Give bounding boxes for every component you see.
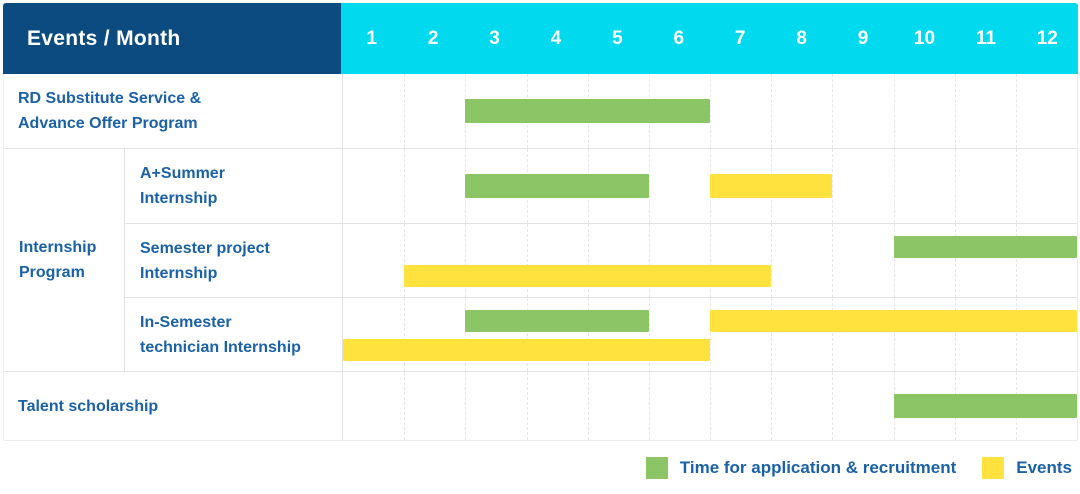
month-grid-cell [404, 149, 465, 223]
legend-label-application: Time for application & recruitment [679, 458, 957, 477]
month-grid [342, 298, 1077, 371]
month-grid-cell [465, 298, 526, 371]
month-grid [342, 372, 1077, 440]
table-header: Events / Month 1 2 3 4 5 6 7 8 9 10 11 12 [3, 3, 1078, 74]
month-grid-cell [404, 298, 465, 371]
month-grid-cell [893, 149, 955, 223]
month-grid-cell [343, 149, 404, 223]
legend-swatch-application-green [645, 457, 668, 479]
month-grid-cell [1015, 74, 1077, 148]
month-grid-cell [954, 149, 1016, 223]
month-grid [342, 224, 1077, 297]
table-body: RD Substitute Service & Advance Offer Pr… [4, 74, 1077, 440]
month-header-cell: 7 [734, 27, 746, 49]
month-grid-cell [954, 298, 1016, 371]
month-header-cell: 2 [427, 27, 439, 49]
month-grid-cell [343, 224, 404, 297]
group-label: Internship Program [4, 149, 125, 371]
month-header-cell: 9 [857, 27, 869, 49]
month-grid-cell [526, 224, 588, 297]
month-grid-cell [587, 298, 649, 371]
month-grid-cell [893, 74, 955, 148]
month-grid-cell [710, 74, 771, 148]
table-row: RD Substitute Service & Advance Offer Pr… [4, 74, 1077, 148]
month-header-cell: 11 [975, 27, 996, 49]
month-grid [342, 149, 1077, 223]
schedule-table: Events / Month 1 2 3 4 5 6 7 8 9 10 11 12 RD Substi… [3, 3, 1078, 441]
month-grid-cell [526, 372, 588, 440]
month-grid-cell [587, 372, 649, 440]
month-header-cell: 12 [1036, 27, 1058, 49]
month-grid-cell [954, 224, 1016, 297]
group-rows: A+Summer Internship Semester project Inte… [125, 149, 1077, 371]
legend: Time for application & recruitment Event… [0, 457, 1080, 479]
month-grid-cell [343, 372, 404, 440]
table-row: A+Summer Internship [125, 149, 1077, 223]
legend-swatch-events-yellow [982, 457, 1005, 479]
month-header-cell: 5 [612, 27, 623, 49]
month-grid-cell [893, 224, 955, 297]
month-grid-cell [465, 224, 526, 297]
legend-label-events: Events [1016, 458, 1072, 477]
month-grid-cell [404, 372, 465, 440]
bar-application [893, 394, 1077, 418]
month-grid-cell [1015, 149, 1077, 223]
month-header-cell: 3 [489, 27, 500, 49]
month-grid-cell [587, 224, 649, 297]
month-grid-cell [1015, 224, 1077, 297]
bar-event [710, 309, 1077, 332]
month-grid-cell [648, 298, 710, 371]
month-grid-cell [648, 372, 710, 440]
month-grid-cell [648, 149, 710, 223]
month-grid-cell [343, 74, 404, 148]
month-grid-cell [465, 372, 526, 440]
table-row: Semester project Internship [125, 223, 1077, 297]
bar-event [710, 174, 833, 198]
month-grid-cell [1015, 298, 1077, 371]
month-grid [342, 74, 1077, 148]
month-grid-cell [710, 372, 771, 440]
row-label: Talent scholarship [18, 397, 159, 415]
table-row-group: Internship Program A+Summer Internship Sem… [4, 148, 1077, 371]
month-grid-cell [832, 149, 893, 223]
bar-event [404, 264, 772, 287]
legend-item-events: Events [982, 457, 1072, 479]
bar-application [893, 235, 1077, 258]
month-grid-cell [832, 224, 893, 297]
row-label: RD Substitute Service & Advance Offer Pr… [18, 90, 202, 132]
month-grid-cell [526, 298, 588, 371]
bar-event [343, 338, 710, 361]
month-grid-cell [710, 298, 771, 371]
row-label: In-Semester technician Internship [140, 313, 301, 356]
row-label: Semester project Internship [140, 239, 270, 282]
bar-application [465, 99, 710, 123]
month-grid-cell [954, 74, 1016, 148]
legend-item-application: Time for application & recruitment [645, 457, 957, 479]
month-grid-cell [648, 224, 710, 297]
table-row: In-Semester technician Internship [125, 297, 1077, 371]
table-header-title: Events / Month [3, 3, 341, 74]
month-header-cell: 1 [366, 27, 377, 49]
month-header-cell: 6 [673, 27, 685, 49]
row-label: A+Summer Internship [140, 165, 225, 207]
month-grid-cell [710, 224, 771, 297]
month-grid-cell [893, 298, 955, 371]
month-grid-cell [771, 74, 832, 148]
month-grid-cell [832, 298, 893, 371]
month-grid-cell [404, 224, 465, 297]
month-grid-cell [832, 74, 893, 148]
month-grid-cell [832, 372, 893, 440]
month-header-cell: 8 [796, 27, 807, 49]
table-row: Talent scholarship [4, 371, 1077, 440]
month-grid-cell [404, 74, 465, 148]
month-header-cell: 4 [550, 27, 562, 49]
month-grid-cell [771, 298, 832, 371]
bar-application [465, 174, 649, 198]
month-header-cell: 10 [913, 27, 936, 49]
bar-application [465, 309, 649, 332]
month-header-row: 1 2 3 4 5 6 7 8 9 10 11 12 [341, 3, 1078, 74]
month-grid-cell [771, 372, 832, 440]
month-grid-cell [771, 224, 832, 297]
